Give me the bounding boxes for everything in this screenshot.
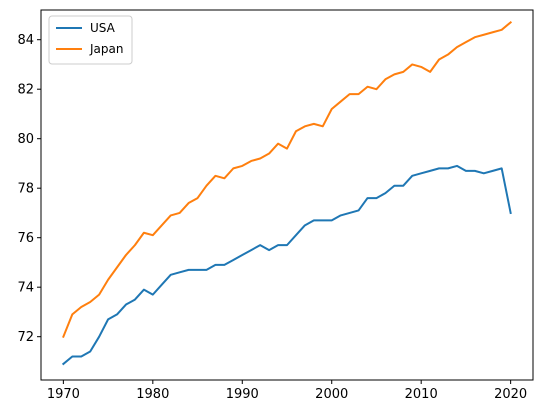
plot-frame [40, 9, 534, 381]
y-axis: 72 74 76 78 80 82 84 [17, 33, 41, 345]
x-tick-label: 2010 [405, 387, 438, 402]
x-tick-label: 1980 [136, 387, 169, 402]
x-tick-label: 2000 [315, 387, 348, 402]
y-tick-label: 82 [17, 83, 34, 98]
y-tick-label: 76 [17, 231, 34, 246]
series-layer [61, 20, 513, 366]
plot-area [41, 10, 533, 380]
y-tick-label: 74 [17, 281, 34, 296]
series-line-japan [62, 20, 513, 338]
legend-label-usa: USA [90, 21, 116, 35]
y-tick-label: 80 [17, 132, 34, 147]
x-tick-label: 2020 [494, 387, 527, 402]
x-tick-label: 1970 [47, 387, 80, 402]
legend-label-japan: Japan [89, 42, 123, 56]
legend: USA Japan [48, 15, 133, 65]
x-tick-label: 1990 [226, 387, 259, 402]
y-tick-label: 72 [17, 330, 34, 345]
y-tick-label: 84 [17, 33, 34, 48]
x-axis: 1970 1980 1990 2000 2010 2020 [47, 380, 527, 402]
series-line-usa [61, 164, 512, 366]
y-tick-label: 78 [17, 182, 34, 197]
